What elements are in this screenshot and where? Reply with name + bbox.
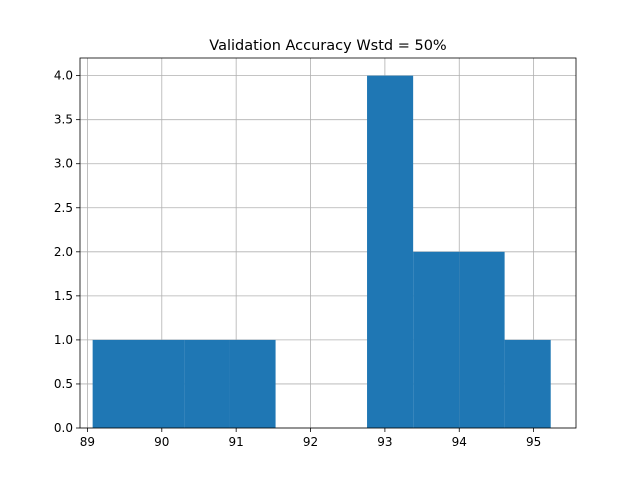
x-tick-label: 91: [229, 435, 244, 449]
x-tick-label: 90: [154, 435, 169, 449]
y-tick-label: 1.0: [54, 333, 73, 347]
y-tick-label: 0.0: [54, 421, 73, 435]
histogram-bar: [367, 75, 414, 428]
chart-title: Validation Accuracy Wstd = 50%: [209, 38, 446, 54]
y-axis: 0.0 0.5 1.0 1.5 2.0 2.5 3.0 3.5 4.0: [54, 69, 80, 435]
y-tick-label: 2.5: [54, 201, 73, 215]
histogram-bar: [184, 339, 230, 428]
x-tick-label: 89: [80, 435, 95, 449]
y-tick-label: 1.5: [54, 289, 73, 303]
y-tick-label: 0.5: [54, 377, 73, 391]
y-tick-label: 4.0: [54, 69, 73, 83]
y-tick-label: 3.0: [54, 157, 73, 171]
x-axis: 89 90 91 92 93 94 95: [80, 428, 541, 449]
y-tick-label: 3.5: [54, 113, 73, 127]
y-tick-label: 2.0: [54, 245, 73, 259]
histogram-bar: [138, 339, 185, 428]
histogram-bar: [92, 339, 139, 428]
histogram-bar: [504, 339, 551, 428]
x-tick-label: 95: [526, 435, 541, 449]
x-tick-label: 94: [452, 435, 467, 449]
histogram-bars: [92, 75, 551, 428]
x-tick-label: 92: [303, 435, 318, 449]
histogram-bar: [229, 339, 276, 428]
x-tick-label: 93: [377, 435, 392, 449]
plot-area-frame: [79, 57, 577, 429]
histogram-bar: [413, 251, 460, 428]
histogram-bar: [459, 251, 505, 428]
